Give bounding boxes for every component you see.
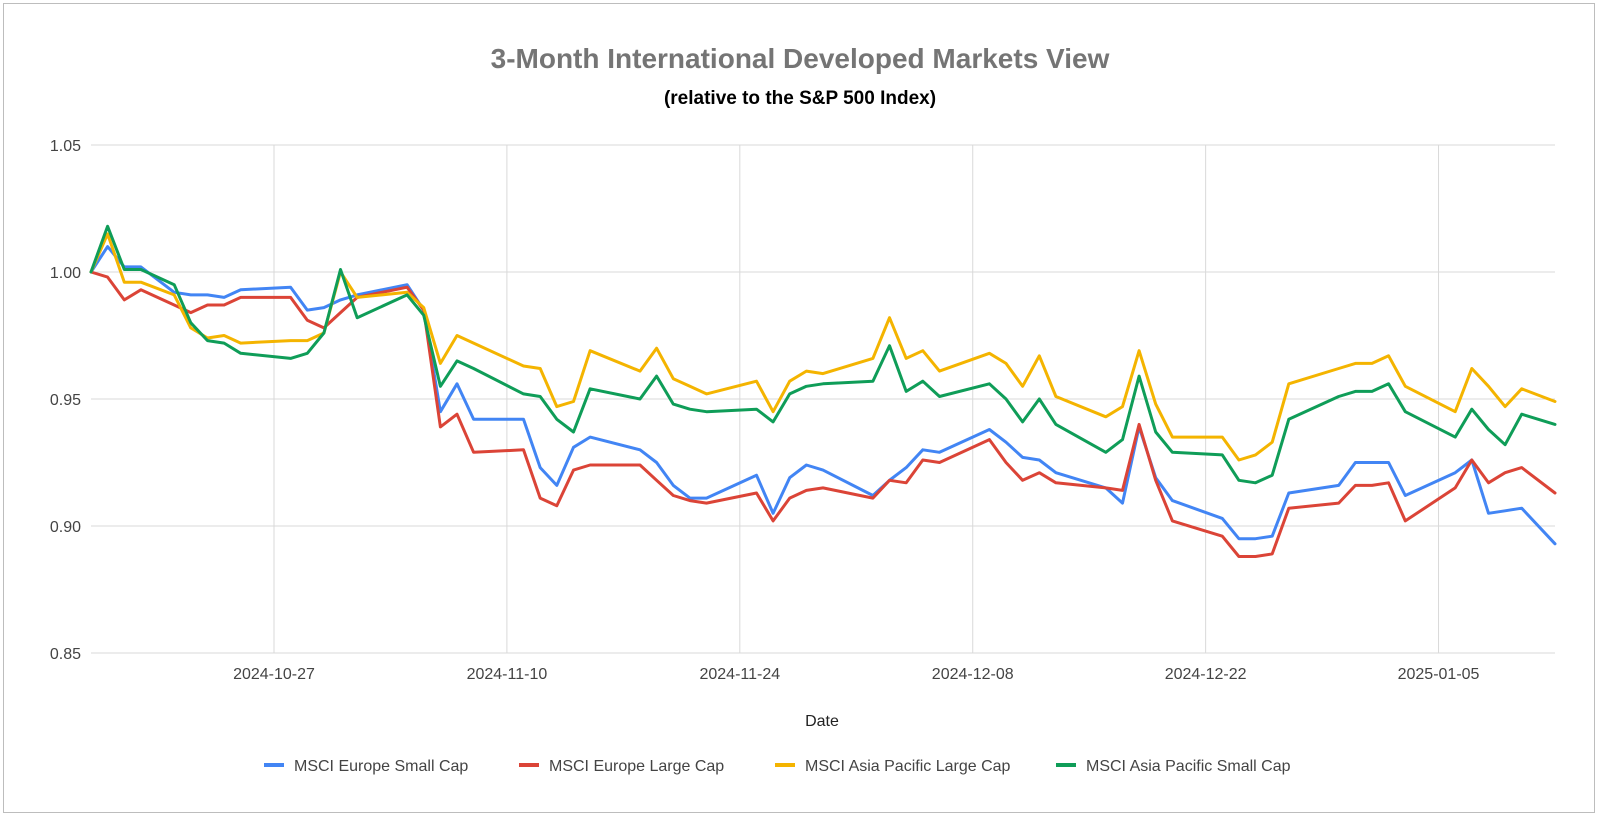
series-line-msci-asia-pacific-small-cap (89, 224, 1557, 485)
y-tick-label: 1.00 (50, 265, 81, 282)
y-tick-label: 0.90 (50, 519, 81, 536)
series-line-msci-europe-large-cap (89, 270, 1557, 558)
y-tick-label: 0.95 (50, 392, 81, 409)
x-axis-ticks: 2024-10-27 2024-11-10 2024-11-24 2024-12-08… (233, 666, 1479, 683)
y-tick-label: 0.85 (50, 646, 81, 663)
chart-subtitle: (relative to the S&P 500 Index) (664, 88, 936, 109)
x-gridlines (273, 145, 1440, 653)
x-tick-label: 2024-12-08 (932, 666, 1014, 683)
y-tick-label: 1.05 (50, 138, 81, 155)
series-line-msci-asia-pacific-large-cap (89, 232, 1557, 462)
legend-label-msci-asia-pacific-small-cap: MSCI Asia Pacific Small Cap (1086, 758, 1291, 775)
series-lines (89, 224, 1557, 558)
chart-title: 3-Month International Developed Markets … (491, 43, 1110, 74)
series-line-msci-europe-small-cap (89, 245, 1557, 546)
legend-label-msci-asia-pacific-large-cap: MSCI Asia Pacific Large Cap (805, 758, 1011, 775)
legend-label-msci-europe-small-cap: MSCI Europe Small Cap (294, 758, 468, 775)
x-tick-label: 2024-10-27 (233, 666, 315, 683)
x-tick-label: 2025-01-05 (1398, 666, 1480, 683)
x-tick-label: 2024-12-22 (1165, 666, 1247, 683)
y-gridlines (91, 144, 1555, 654)
chart-frame (3, 3, 1595, 813)
y-axis-ticks: 0.85 0.90 0.95 1.00 1.05 (50, 138, 81, 663)
x-axis-title: Date (805, 713, 839, 730)
x-tick-label: 2024-11-24 (699, 666, 780, 683)
legend-label-msci-europe-large-cap: MSCI Europe Large Cap (549, 758, 724, 775)
x-tick-label: 2024-11-10 (467, 666, 548, 683)
legend: MSCI Europe Small Cap MSCI Europe Large C… (264, 758, 1291, 775)
